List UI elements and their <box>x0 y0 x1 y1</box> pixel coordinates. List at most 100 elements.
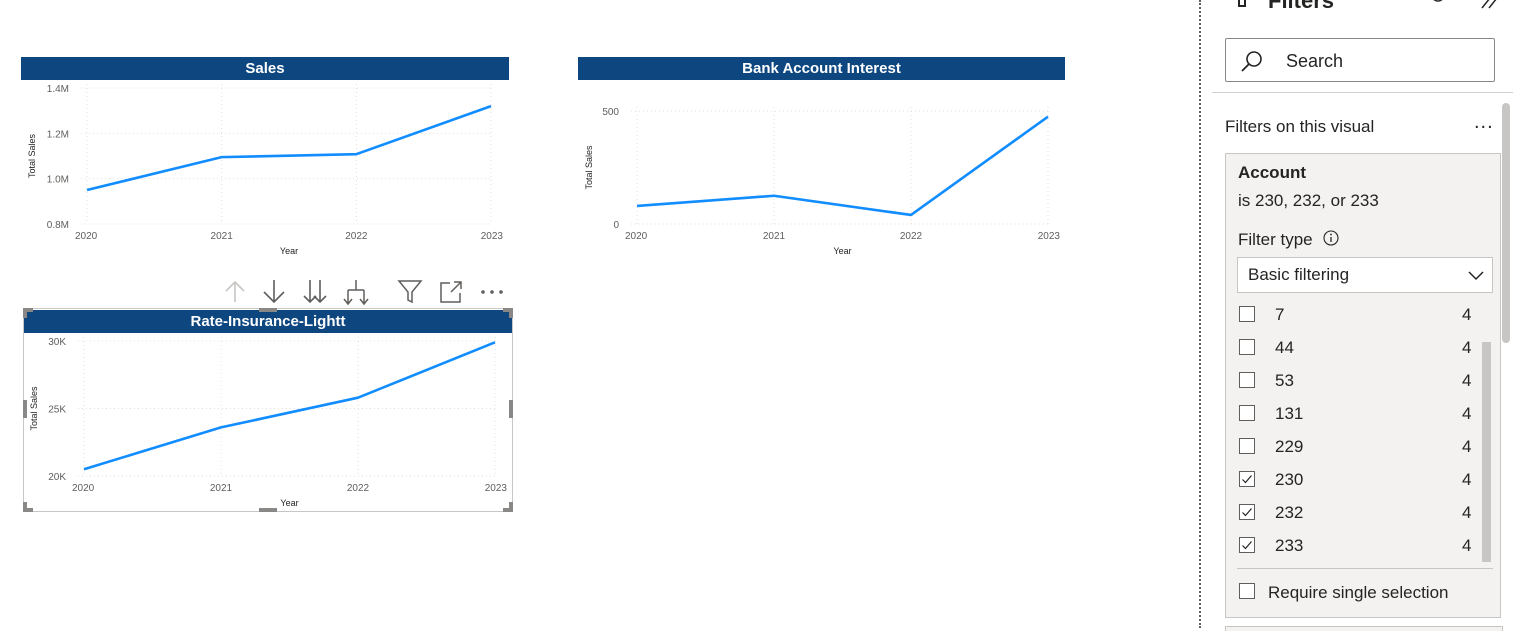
series-line[interactable] <box>636 115 1049 217</box>
filter-type-dropdown[interactable]: Basic filtering <box>1237 257 1493 293</box>
checkmark-icon <box>1242 475 1252 484</box>
y-tick-label: 20K <box>48 472 66 483</box>
checkbox[interactable] <box>1239 306 1255 322</box>
filter-value-label: 7 <box>1275 305 1285 324</box>
y-tick-label: 25K <box>48 405 66 416</box>
filter-value-count: 4 <box>1462 470 1472 489</box>
checkbox-checked[interactable] <box>1239 504 1255 520</box>
x-tick-label: 2022 <box>345 231 368 242</box>
x-tick-label: 2022 <box>347 483 370 494</box>
filters-pane-title: Filters <box>1268 0 1335 13</box>
x-tick-label: 2022 <box>900 231 923 242</box>
double-arrow-down-icon[interactable] <box>300 276 330 308</box>
y-axis-title: Total Sales <box>584 145 594 190</box>
series-line[interactable] <box>83 341 496 471</box>
hide-pane-icon[interactable] <box>1430 0 1446 8</box>
focus-mode-icon[interactable] <box>436 276 466 308</box>
resize-handle-bottom-left[interactable] <box>23 508 33 512</box>
filter-value-label: 233 <box>1275 536 1304 555</box>
require-single-selection-checkbox[interactable]: Require single selection <box>1226 580 1496 608</box>
y-tick-label: 0.8M <box>47 220 69 231</box>
info-icon[interactable] <box>1323 230 1339 246</box>
filter-type-label: Filter type <box>1238 230 1313 249</box>
resize-handle-top-right[interactable] <box>509 308 513 318</box>
checkbox[interactable] <box>1239 339 1255 355</box>
chevron-down-icon <box>1468 271 1484 281</box>
resize-handle-right[interactable] <box>509 400 513 418</box>
resize-handle-bottom-right[interactable] <box>509 502 513 512</box>
filter-value-count: 4 <box>1462 305 1472 324</box>
section-label: Filters on this visual <box>1225 117 1375 136</box>
filter-value-item[interactable]: 229 4 <box>1226 435 1486 468</box>
filter-icon[interactable] <box>395 276 425 308</box>
resize-handle-left[interactable] <box>23 400 27 418</box>
pane-scrollbar[interactable] <box>1502 103 1510 343</box>
require-single-selection-label: Require single selection <box>1268 583 1449 602</box>
resize-handle-top-left[interactable] <box>23 308 27 318</box>
checkbox[interactable] <box>1239 405 1255 421</box>
filter-value-item[interactable]: 233 4 <box>1226 534 1486 567</box>
x-tick-label: 2023 <box>481 231 504 242</box>
y-tick-label: 30K <box>48 337 66 348</box>
resize-handle-top[interactable] <box>259 308 277 312</box>
resize-handle-bottom-right[interactable] <box>503 508 513 512</box>
filter-values-list[interactable]: 7 4 44 4 53 4 131 4 229 4 230 4 232 4 233 4 <box>1226 303 1500 567</box>
checkbox-checked[interactable] <box>1239 471 1255 487</box>
series-line[interactable] <box>86 104 492 192</box>
x-axis-title: Year <box>833 246 851 256</box>
filter-value-label: 53 <box>1275 371 1294 390</box>
expand-hierarchy-icon[interactable] <box>341 276 371 308</box>
checkmark-icon <box>1242 508 1252 517</box>
resize-handle-bottom[interactable] <box>259 508 277 512</box>
checkbox[interactable] <box>1239 583 1255 599</box>
arrow-up-icon[interactable] <box>220 276 250 308</box>
resize-handle-bottom-left[interactable] <box>23 502 27 512</box>
x-tick-label: 2021 <box>763 231 786 242</box>
search-icon <box>1241 51 1262 72</box>
x-tick-label: 2020 <box>625 231 648 242</box>
filter-card-account[interactable]: Account is 230, 232, or 233 Filter type … <box>1225 153 1501 618</box>
rate-insurance-lightt-chart[interactable]: Rate-Insurance-Lightt 20K 25K 30K 2020 2021 2… <box>23 308 513 512</box>
visual-header <box>218 276 508 308</box>
filters-search-box[interactable] <box>1225 38 1495 82</box>
collapse-pane-icon[interactable] <box>1478 0 1500 10</box>
resize-handle-top-left[interactable] <box>23 308 33 312</box>
filter-type-value: Basic filtering <box>1248 265 1350 284</box>
filter-value-item[interactable]: 44 4 <box>1226 336 1486 369</box>
filter-value-item[interactable]: 232 4 <box>1226 501 1486 534</box>
bank-account-interest-chart[interactable]: Bank Account Interest 0 500 2020 2021 2022 20… <box>578 57 1065 257</box>
filter-value-label: 44 <box>1275 338 1294 357</box>
filter-value-item[interactable]: 230 4 <box>1226 468 1486 501</box>
filter-value-label: 230 <box>1275 470 1304 489</box>
filter-field-name: Account <box>1238 163 1306 182</box>
y-axis-title: Total Sales <box>29 386 39 431</box>
sales-plot: 0.8M 1.0M 1.2M 1.4M 2020 2021 2022 2023 Year Tota… <box>27 84 504 256</box>
more-options-icon[interactable]: ... <box>1474 111 1494 133</box>
filter-pane-icon <box>1238 0 1246 7</box>
filter-value-count: 4 <box>1462 503 1472 522</box>
filter-value-label: 232 <box>1275 503 1304 522</box>
y-axis-title: Total Sales <box>27 133 37 178</box>
arrow-down-icon[interactable] <box>259 276 289 308</box>
filters-pane-header: Filters <box>1212 0 1513 93</box>
x-tick-label: 2020 <box>75 231 98 242</box>
list-scrollbar[interactable] <box>1482 342 1491 562</box>
x-tick-label: 2021 <box>211 231 234 242</box>
checkbox-checked[interactable] <box>1239 537 1255 553</box>
filter-value-count: 4 <box>1462 536 1472 555</box>
filter-value-item[interactable]: 131 4 <box>1226 402 1486 435</box>
filters-search-input[interactable] <box>1284 48 1488 74</box>
chart-title: Sales <box>21 57 509 80</box>
filter-value-item[interactable]: 53 4 <box>1226 369 1486 402</box>
filter-card-next[interactable] <box>1225 626 1503 631</box>
resize-handle-top-right[interactable] <box>503 308 513 312</box>
filter-condition: is 230, 232, or 233 <box>1238 191 1379 210</box>
pane-divider[interactable] <box>1199 0 1201 628</box>
chart-title: Bank Account Interest <box>578 57 1065 80</box>
checkbox[interactable] <box>1239 372 1255 388</box>
rate-plot: 20K 25K 30K 2020 2021 2022 2023 Year Total Sales <box>29 337 507 508</box>
checkbox[interactable] <box>1239 438 1255 454</box>
sales-chart[interactable]: Sales 0.8M 1.0M 1.2M 1.4M 2020 2021 2022 2023 Ye… <box>21 57 509 257</box>
more-options-icon[interactable] <box>477 276 507 308</box>
